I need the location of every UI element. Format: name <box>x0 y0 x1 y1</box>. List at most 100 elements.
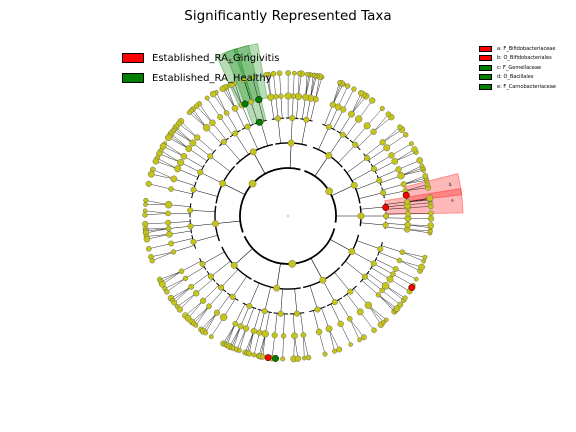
order-node <box>261 308 268 315</box>
genus-node <box>251 352 257 358</box>
order-link <box>322 280 335 303</box>
class-node <box>325 152 333 159</box>
family-link <box>259 311 265 333</box>
class-link <box>329 239 352 252</box>
family-link <box>300 313 304 336</box>
family-link <box>241 105 251 126</box>
genus-link <box>399 260 422 268</box>
genus-node <box>422 254 428 260</box>
highlight-letter-a: a <box>451 198 454 203</box>
family-node <box>391 157 399 165</box>
family-node <box>337 320 344 328</box>
family-link <box>191 273 210 288</box>
genus-node <box>348 342 353 347</box>
genus-link <box>252 77 259 100</box>
genus-link <box>195 306 210 326</box>
genus-link <box>407 206 431 209</box>
class-node <box>350 181 358 189</box>
genus-node <box>402 295 408 301</box>
family-node <box>404 199 410 205</box>
family-node <box>356 308 364 316</box>
genus-node <box>408 141 414 147</box>
biomarker-entry-a: a: F_Bifidobacteriaceae <box>479 44 556 54</box>
genus-link <box>216 92 227 114</box>
genus-node <box>171 299 178 306</box>
genus-node <box>143 202 148 207</box>
genus-node <box>142 212 148 218</box>
family-link <box>250 101 259 123</box>
family-link <box>385 226 408 230</box>
order-node <box>207 273 214 280</box>
order-link <box>309 285 318 310</box>
family-link <box>234 108 245 129</box>
family-link <box>226 112 238 132</box>
family-link <box>196 278 214 294</box>
genus-node <box>276 70 283 77</box>
family-node <box>165 225 172 232</box>
family-link <box>183 156 204 168</box>
genus-link <box>305 74 310 98</box>
genus-link <box>145 222 169 225</box>
genus-link <box>366 108 383 126</box>
genus-link <box>160 271 182 283</box>
genus-link <box>271 335 275 359</box>
genus-link <box>185 300 204 316</box>
genus-link <box>224 323 236 345</box>
genus-link <box>398 160 420 170</box>
family-node <box>364 301 372 309</box>
genus-node <box>305 354 312 361</box>
genus-link <box>164 278 186 289</box>
genus-node <box>428 210 434 217</box>
family-node <box>209 119 216 127</box>
genus-link <box>248 330 254 354</box>
legend-label-healthy: Established_RA_Healthy <box>152 72 272 84</box>
family-node <box>206 303 212 310</box>
genus-link <box>392 274 414 286</box>
family-link <box>202 285 219 301</box>
family-node <box>199 297 207 304</box>
order-link <box>356 240 381 250</box>
genus-link <box>211 317 224 337</box>
family-link <box>177 168 198 178</box>
family-link <box>265 312 270 334</box>
genus-node <box>260 354 266 360</box>
class-node <box>319 276 327 284</box>
genus-node <box>345 83 351 89</box>
family-node <box>280 333 287 339</box>
family-link <box>339 114 352 133</box>
genus-link <box>293 335 295 359</box>
order-node <box>383 212 390 219</box>
family-node <box>355 115 363 123</box>
genus-node <box>143 197 149 204</box>
family-link <box>313 310 320 332</box>
genus-link <box>148 243 172 249</box>
order-link <box>290 118 293 144</box>
class-link <box>310 258 324 281</box>
genus-link <box>395 268 417 280</box>
order-link <box>223 141 241 161</box>
family-node <box>383 144 391 152</box>
order-node <box>244 123 251 130</box>
genus-link <box>368 305 382 325</box>
genus-node <box>357 89 365 97</box>
genus-node <box>142 208 148 214</box>
genus-link <box>190 110 207 128</box>
family-link <box>180 162 201 173</box>
family-node <box>185 145 193 152</box>
genus-link <box>373 116 392 132</box>
genus-link <box>229 326 241 347</box>
family-node <box>348 110 355 118</box>
genus-link <box>351 96 367 115</box>
biomarker-node-c <box>255 96 263 104</box>
family-node <box>168 240 175 247</box>
genus-link <box>145 228 169 232</box>
genus-link <box>148 183 172 190</box>
genus-link <box>382 290 401 305</box>
family-node <box>340 106 347 113</box>
genus-link <box>152 251 174 261</box>
genus-node <box>186 110 192 116</box>
genus-link <box>178 123 198 138</box>
genus-node <box>164 134 172 142</box>
class-node <box>287 139 295 147</box>
family-node <box>347 316 353 322</box>
